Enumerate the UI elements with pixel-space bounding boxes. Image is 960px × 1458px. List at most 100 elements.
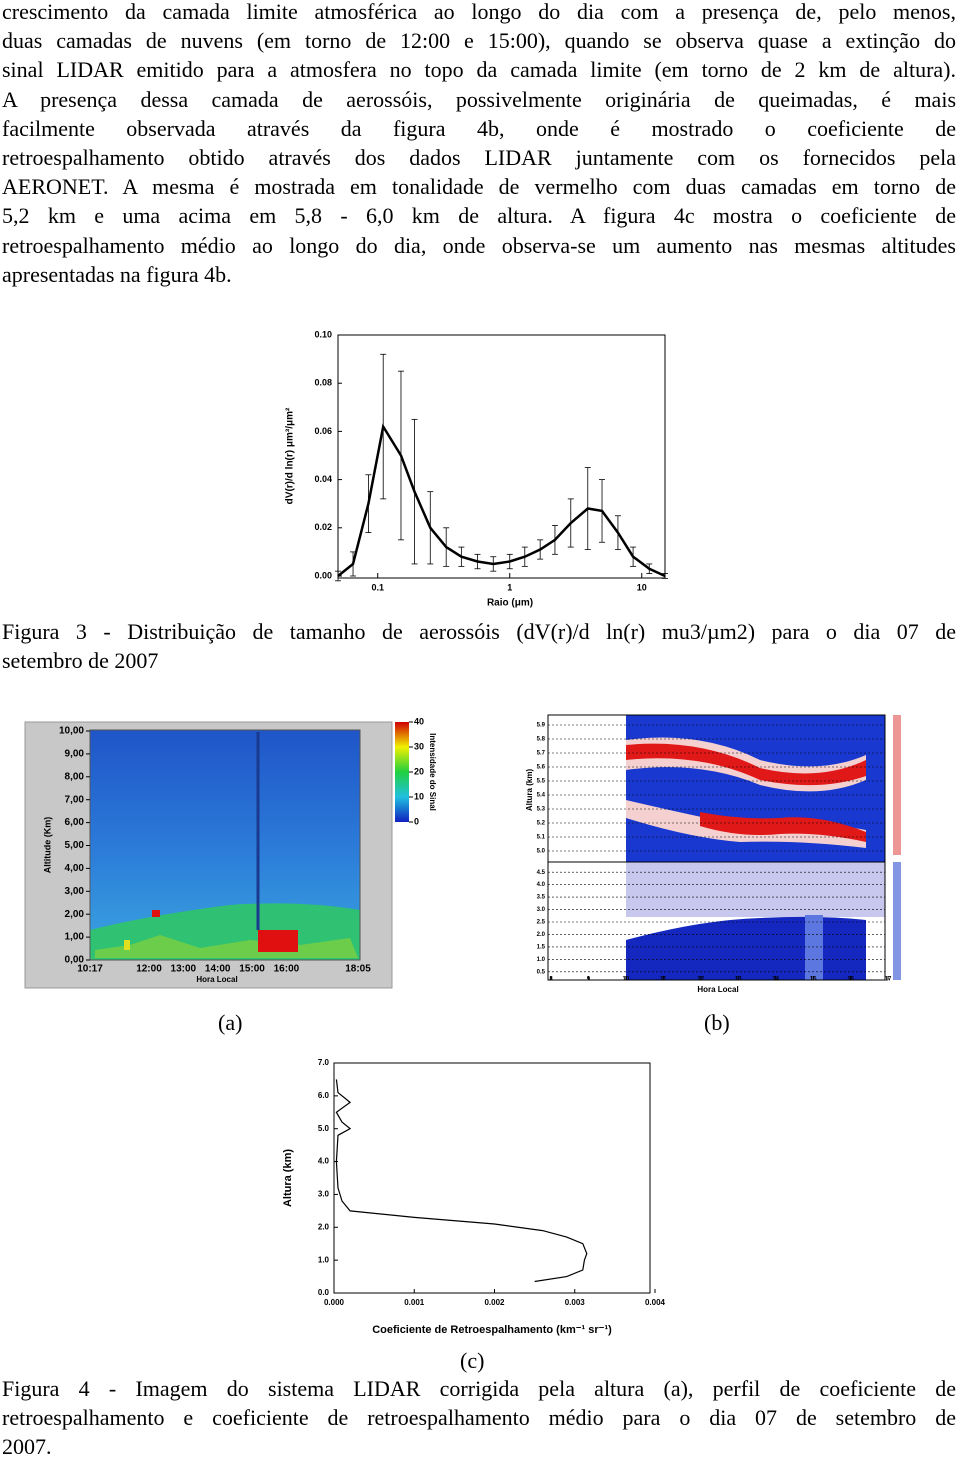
y-tick-label: 5.9 <box>537 723 546 729</box>
y-tick-label: 5.1 <box>537 835 546 841</box>
y-tick-label: 1.0 <box>537 957 546 963</box>
y-tick-label: 6.0 <box>318 1091 330 1100</box>
y-tick-label: 7,00 <box>65 794 85 805</box>
panel-label: (c) <box>460 1348 485 1373</box>
panel-label: (a) <box>218 1010 243 1035</box>
x-tick-label: 0.000 <box>324 1298 345 1307</box>
y-tick-label: 4.0 <box>537 882 546 888</box>
x-tick-label: 9 <box>587 977 591 983</box>
x-tick-label: 15:00 <box>239 964 265 975</box>
y-tick-label: 0.02 <box>314 522 332 532</box>
y-axis-label: Altura (km) <box>525 769 534 812</box>
y-tick-label: 4,00 <box>65 863 85 874</box>
x-tick-label: 13:00 <box>171 964 197 975</box>
y-tick-label: 4.0 <box>318 1157 330 1166</box>
caption-line: setembro de 2007 <box>2 648 159 674</box>
plot-frame <box>547 714 886 981</box>
y-tick-label: 0.0 <box>318 1288 330 1297</box>
panel-label: (b) <box>704 1010 730 1035</box>
y-tick-label: 5.2 <box>537 821 546 827</box>
colorbar-tick-label: 0 <box>414 816 419 826</box>
x-tick-label: 0.004 <box>645 1298 666 1307</box>
cloud-echo <box>258 930 298 952</box>
boundary-layer-core <box>95 935 358 958</box>
caption-line: retroespalhamento e coeficiente de retro… <box>2 1405 956 1431</box>
colorbar <box>395 722 409 822</box>
x-axis-label: Coeficiente de Retroespalhamento (km⁻¹ s… <box>372 1324 612 1336</box>
x-tick-label: 14 <box>772 977 779 983</box>
y-tick-label: 5.6 <box>537 765 546 771</box>
y-tick-label: 5.0 <box>318 1124 330 1133</box>
y-axis-label: dV(r)/d ln(r) μm³/μm² <box>285 407 296 504</box>
cloud-column <box>805 915 823 980</box>
x-tick-label: 12:00 <box>136 964 162 975</box>
colorbar-tick-label: 40 <box>414 716 424 726</box>
y-tick-label: 0.5 <box>537 969 546 975</box>
y-tick-label: 0.00 <box>314 570 332 580</box>
x-tick-label: 16 <box>847 977 854 983</box>
y-tick-label: 1.5 <box>537 944 546 950</box>
paragraph-line: crescimento da camada limite atmosférica… <box>2 0 956 24</box>
paragraph-line: 5,2 km e uma acima em 5,8 - 6,0 km de al… <box>2 203 956 229</box>
colorbar-upper <box>893 715 901 855</box>
layer-light <box>626 800 866 848</box>
colorbar-lower <box>893 862 901 980</box>
y-tick-label: 0.10 <box>314 329 332 339</box>
layer-red <box>700 812 866 842</box>
caption-line: Figura 3 - Distribuição de tamanho de ae… <box>2 619 956 644</box>
y-tick-label: 7.0 <box>318 1058 330 1067</box>
paragraph-line: AERONET. A mesma é mostrada em tonalidad… <box>2 174 956 200</box>
x-tick-label: 10 <box>637 582 647 592</box>
x-tick-label: 11 <box>660 977 667 983</box>
y-tick-label: 5,00 <box>65 840 85 851</box>
y-tick-label: 2.0 <box>318 1222 330 1231</box>
colorbar-tick-label: 10 <box>414 791 424 801</box>
y-tick-label: 2,00 <box>65 909 85 920</box>
x-axis-label: Hora Local <box>697 985 738 994</box>
x-tick-label: 18:05 <box>345 964 371 975</box>
x-axis-label: Raio (μm) <box>487 598 533 609</box>
colorbar-tick-label: 30 <box>414 741 424 751</box>
paragraph-line: sinal LIDAR emitido para a atmosfera no … <box>2 57 956 83</box>
y-tick-label: 9,00 <box>65 749 85 760</box>
x-axis-label: Hora Local <box>196 975 237 984</box>
y-tick-label: 0.04 <box>314 474 332 484</box>
y-tick-label: 0,00 <box>65 955 85 966</box>
x-tick-label: 14:00 <box>205 964 231 975</box>
y-tick-label: 2.5 <box>537 920 546 926</box>
colorbar-label: Intensidade do Sinal <box>428 733 437 811</box>
y-tick-label: 3.0 <box>537 907 546 913</box>
caption-line: Figura 4 - Imagem do sistema LIDAR corri… <box>2 1376 956 1401</box>
y-tick-label: 6,00 <box>65 817 85 828</box>
x-tick-label: 17 <box>885 977 892 983</box>
x-tick-label: 0.001 <box>404 1298 425 1307</box>
y-tick-label: 8,00 <box>65 771 85 782</box>
y-tick-label: 2.0 <box>537 932 546 938</box>
plot-frame <box>333 1062 651 1294</box>
y-tick-label: 1.0 <box>318 1255 330 1264</box>
x-tick-label: 13 <box>735 977 742 983</box>
backscatter-lower-top <box>626 862 885 917</box>
cloud-echo <box>124 940 130 950</box>
cloud-echo <box>152 910 160 917</box>
data-line <box>337 423 666 578</box>
layer-red <box>626 743 866 786</box>
x-tick-label: 0.003 <box>565 1298 586 1307</box>
profile-line <box>335 1079 588 1283</box>
y-tick-label: 10,00 <box>59 726 84 737</box>
y-axis-label: Altura (km) <box>282 1149 294 1207</box>
x-tick-label: 10 <box>623 977 630 983</box>
y-tick-label: 5.7 <box>537 751 546 757</box>
y-tick-label: 3.5 <box>537 895 546 901</box>
plot-frame <box>337 334 666 579</box>
y-tick-label: 5.4 <box>537 793 546 799</box>
x-tick-label: 1 <box>507 582 512 592</box>
y-tick-label: 5.0 <box>537 849 546 855</box>
y-tick-label: 5.5 <box>537 779 546 785</box>
y-tick-label: 5.8 <box>537 737 546 743</box>
y-axis-label: Altitude (Km) <box>42 817 52 874</box>
y-tick-label: 5.3 <box>537 807 546 813</box>
paragraph-line: retroespalhamento obtido através dos dad… <box>2 145 956 170</box>
